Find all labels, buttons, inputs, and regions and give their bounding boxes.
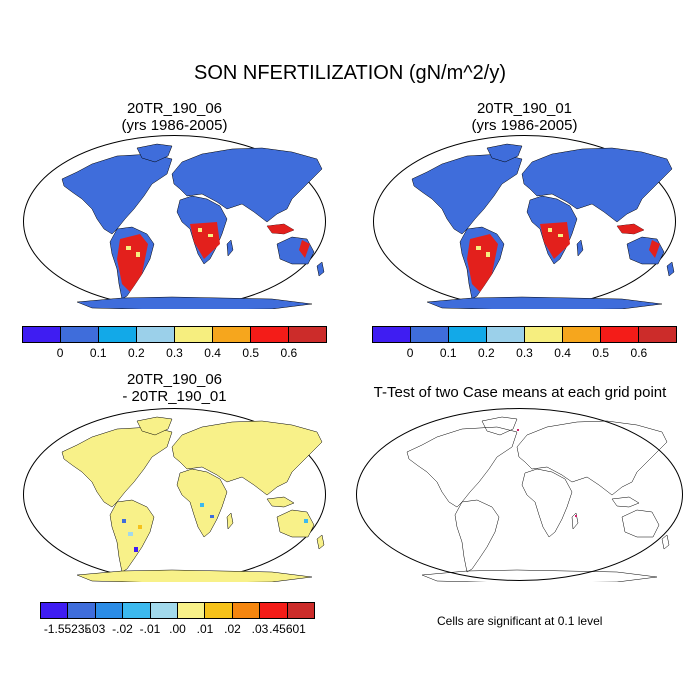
- colorbar-tick-label: .03: [251, 622, 269, 636]
- mid-value-patches: [476, 228, 563, 257]
- panel-title-case1-line2: (yrs 1986-2005): [121, 117, 228, 134]
- panel-title-case2-line1: 20TR_190_01: [476, 100, 573, 117]
- panel-title-diff: 20TR_190_06 - 20TR_190_01: [22, 371, 327, 405]
- colorbar-swatch: [289, 327, 326, 342]
- colorbar-tick-label: 0.4: [204, 346, 221, 360]
- colorbar-case1-labels: 0 0.1 0.2 0.3 0.4 0.5 0.6: [22, 346, 327, 362]
- panel-title-case2: 20TR_190_01 (yrs 1986-2005): [372, 100, 677, 134]
- colorbar-swatch: [23, 327, 61, 342]
- colorbar-swatch: [150, 603, 179, 618]
- high-value-regions: [467, 222, 660, 292]
- colorbar-tick-label: 0.5: [242, 346, 260, 360]
- colorbar-tick-label: 0: [406, 346, 414, 360]
- colorbar-swatch: [123, 603, 151, 618]
- colorbar-tick-label: -.03: [84, 622, 106, 636]
- colorbar-tick-label: 0.6: [280, 346, 298, 360]
- panel-title-ttest: T-Test of two Case means at each grid po…: [340, 384, 700, 401]
- colorbar-diff-labels: -1.55235 -.03 -.02 -.01 .00 .01 .02 .03.45601: [40, 622, 315, 638]
- colorbar-swatch: [61, 327, 99, 342]
- panel-title-ttest-line1: T-Test of two Case means at each grid po…: [373, 384, 667, 401]
- colorbar-swatch: [601, 327, 639, 342]
- colorbar-swatch: [175, 327, 213, 342]
- colorbar-tick-label: -.02: [112, 622, 133, 636]
- map-diff: [23, 408, 326, 582]
- colorbar-swatch: [99, 327, 137, 342]
- panel-title-case1: 20TR_190_06 (yrs 1986-2005): [22, 100, 327, 134]
- colorbar-tick-label: 0.3: [166, 346, 183, 360]
- colorbar-tick-label: .01: [196, 622, 214, 636]
- colorbar-tick-label: 0.3: [516, 346, 533, 360]
- colorbar-swatch: [449, 327, 487, 342]
- colorbar-swatch: [251, 327, 289, 342]
- colorbar-case2: [372, 326, 677, 343]
- high-value-regions: [117, 222, 310, 292]
- figure-title: SON NFERTILIZATION (gN/m^2/y): [193, 62, 506, 84]
- colorbar-swatch: [411, 327, 449, 342]
- colorbar-tick-label: .02: [224, 622, 241, 636]
- colorbar-swatch: [260, 603, 288, 618]
- colorbar-tick-label: 0.6: [630, 346, 648, 360]
- significant-cells: [517, 429, 577, 517]
- panel-title-case2-line2: (yrs 1986-2005): [471, 117, 578, 134]
- colorbar-tick-label: 0.1: [89, 346, 107, 360]
- colorbar-tick-label: 0.1: [439, 346, 457, 360]
- panel-title-diff-line2: - 20TR_190_01: [122, 388, 227, 405]
- colorbar-swatch: [373, 327, 411, 342]
- colorbar-swatch: [41, 603, 69, 618]
- colorbar-tick-label: 0.2: [478, 346, 495, 360]
- colorbar-tick-label: -1.55235: [43, 622, 92, 636]
- map-border: [356, 408, 683, 581]
- colorbar-case1: [22, 326, 327, 343]
- colorbar-case2-labels: 0 0.1 0.2 0.3 0.4 0.5 0.6: [372, 346, 677, 362]
- colorbar-tick-label: .45601: [269, 622, 306, 636]
- map-case1: [23, 135, 326, 309]
- colorbar-swatch: [563, 327, 601, 342]
- colorbar-tick-label: 0.4: [554, 346, 571, 360]
- colorbar-swatch: [287, 603, 315, 618]
- colorbar-swatch: [68, 603, 96, 618]
- panel-title-diff-line1: 20TR_190_06: [126, 371, 223, 388]
- colorbar-tick-label: 0.2: [128, 346, 145, 360]
- colorbar-swatch: [639, 327, 676, 342]
- colorbar-tick-label: 0.5: [592, 346, 610, 360]
- panel-title-case1-line1: 20TR_190_06: [126, 100, 223, 117]
- colorbar-swatch: [137, 327, 175, 342]
- colorbar-swatch: [525, 327, 563, 342]
- colorbar-tick-label: .00: [169, 622, 186, 636]
- significance-note: Cells are significant at 0.1 level: [437, 614, 603, 628]
- colorbar-swatch: [95, 603, 124, 618]
- colorbar-swatch: [487, 327, 525, 342]
- mid-value-patches: [126, 228, 213, 257]
- colorbar-swatch: [232, 603, 261, 618]
- colorbar-tick-label: 0: [56, 346, 64, 360]
- colorbar-swatch: [205, 603, 233, 618]
- map-ttest: [356, 408, 683, 582]
- map-case2: [373, 135, 676, 309]
- colorbar-diff: [40, 602, 315, 619]
- difference-patches: [122, 503, 308, 552]
- colorbar-swatch: [213, 327, 251, 342]
- colorbar-swatch: [178, 603, 206, 618]
- colorbar-tick-label: -.01: [139, 622, 161, 636]
